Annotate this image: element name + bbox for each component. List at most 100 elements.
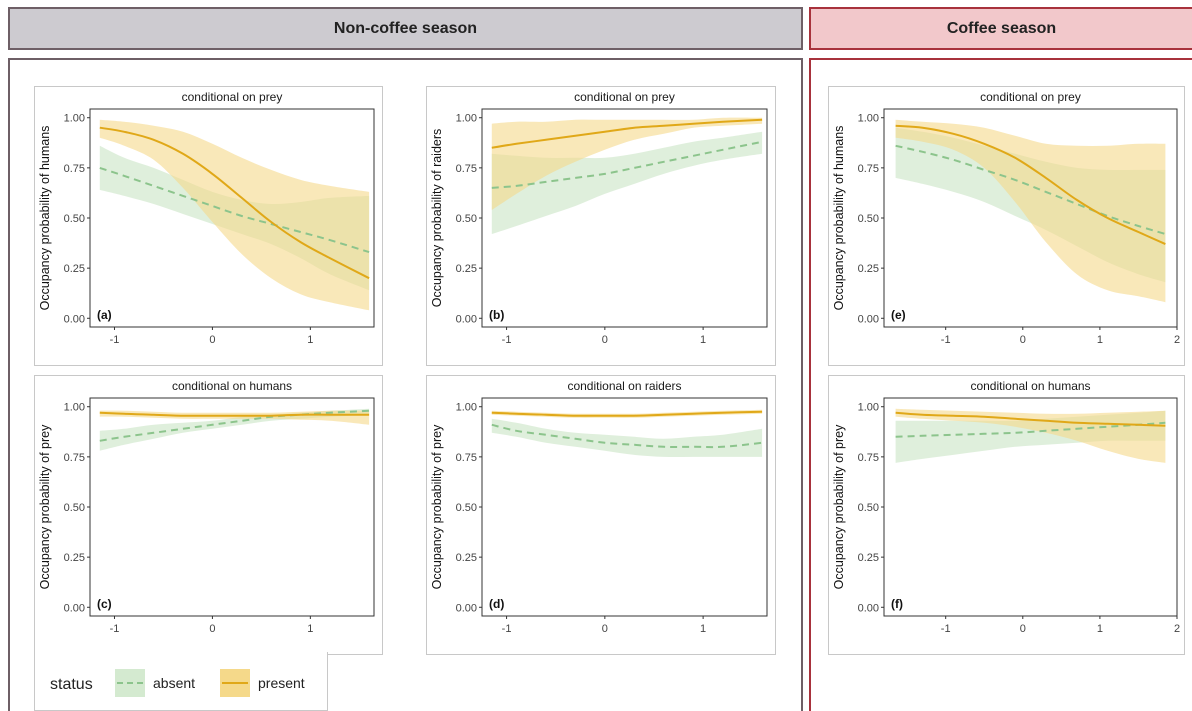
series-line-absent: [895, 144, 1166, 235]
chart-svg: conditional on humans Occupancy probabili…: [832, 379, 1180, 635]
x-tick-label: 0: [1020, 334, 1026, 346]
panel-tag: (a): [97, 308, 112, 322]
y-tick-label: 0.00: [64, 313, 85, 325]
series-line-absent: [99, 166, 370, 254]
series-line-absent: [491, 423, 763, 449]
chart-panel-c: conditional on humans Occupancy probabili…: [34, 375, 383, 655]
y-tick-label: 0.75: [64, 452, 85, 464]
legend-title: status: [50, 676, 93, 693]
x-tick-label: 1: [1097, 623, 1103, 635]
panel-tag: (b): [489, 308, 504, 322]
chart-title: conditional on humans: [172, 379, 292, 393]
y-tick-label: 0.25: [64, 263, 85, 275]
panel-tag: (e): [891, 308, 906, 322]
chart-svg: conditional on humans Occupancy probabili…: [38, 379, 375, 635]
y-tick-label: 1.00: [64, 402, 85, 414]
y-tick-label: 0.50: [858, 213, 879, 225]
y-tick-label: 0.50: [456, 502, 477, 514]
series-line-present: [99, 126, 370, 280]
legend-absent-label: absent: [153, 675, 195, 691]
y-axis-label: Occupancy probability of humans: [832, 126, 846, 311]
chart-svg: conditional on raiders Occupancy probabil…: [430, 379, 768, 635]
ci-band-present: [895, 119, 1166, 303]
x-tick-label: 1: [307, 623, 313, 635]
x-tick-label: 0: [1020, 623, 1026, 635]
y-tick-label: 0.00: [456, 602, 477, 614]
legend-svg: status absent present: [50, 669, 305, 697]
chart-title: conditional on raiders: [567, 379, 681, 393]
y-tick-label: 0.75: [64, 163, 85, 175]
x-tick-label: 2: [1174, 334, 1180, 346]
legend-present-label: present: [258, 675, 305, 691]
y-tick-label: 0.75: [858, 452, 879, 464]
y-axis-label: Occupancy probability of prey: [430, 424, 444, 589]
y-tick-label: 0.50: [858, 502, 879, 514]
y-tick-label: 0.25: [456, 552, 477, 564]
ci-band-absent: [491, 131, 763, 234]
panel-tag: (d): [489, 597, 504, 611]
y-tick-label: 0.25: [858, 263, 879, 275]
y-tick-label: 1.00: [456, 113, 477, 125]
y-tick-label: 0.75: [858, 163, 879, 175]
chart-panel-d: conditional on raiders Occupancy probabil…: [426, 375, 776, 655]
series-line-present: [491, 410, 763, 417]
chart-panel-e: conditional on prey Occupancy probability…: [828, 86, 1185, 366]
coffee-season-title: Coffee season: [946, 19, 1057, 37]
non-coffee-season-frame: [8, 58, 803, 711]
x-tick-label: -1: [502, 334, 512, 346]
y-tick-label: 0.25: [64, 552, 85, 564]
chart-title: conditional on prey: [182, 90, 283, 104]
ci-band-present: [895, 408, 1166, 463]
y-tick-label: 0.25: [456, 263, 477, 275]
ci-band-present: [99, 119, 370, 311]
y-tick-label: 0.75: [456, 452, 477, 464]
y-axis-label: Occupancy probability of raiders: [430, 129, 444, 308]
y-tick-label: 0.50: [64, 502, 85, 514]
chart-title: conditional on prey: [980, 90, 1081, 104]
y-axis-label: Occupancy probability of prey: [38, 424, 52, 589]
y-axis-label: Occupancy probability of humans: [38, 126, 52, 311]
non-coffee-season-header: Non-coffee season: [8, 7, 803, 50]
x-tick-label: -1: [941, 334, 951, 346]
x-tick-label: 0: [602, 334, 608, 346]
x-tick-label: 1: [700, 623, 706, 635]
chart-panel-b: conditional on prey Occupancy probability…: [426, 86, 776, 366]
x-tick-label: 2: [1174, 623, 1180, 635]
series-line-absent: [491, 140, 763, 189]
x-tick-label: -1: [110, 334, 120, 346]
x-tick-label: 0: [209, 623, 215, 635]
chart-panel-a: conditional on prey Occupancy probability…: [34, 86, 383, 366]
series-line-absent: [895, 421, 1166, 438]
coffee-season-header: Coffee season: [809, 7, 1192, 50]
y-tick-label: 0.00: [858, 313, 879, 325]
y-tick-label: 0.50: [456, 213, 477, 225]
series-line-present: [491, 118, 763, 149]
x-tick-label: 1: [700, 334, 706, 346]
y-tick-label: 0.50: [64, 213, 85, 225]
x-tick-label: -1: [502, 623, 512, 635]
y-tick-label: 1.00: [64, 113, 85, 125]
y-tick-label: 0.75: [456, 163, 477, 175]
series-line-present: [99, 411, 370, 417]
chart-title: conditional on humans: [970, 379, 1090, 393]
y-tick-label: 1.00: [456, 402, 477, 414]
y-tick-label: 1.00: [858, 113, 879, 125]
y-tick-label: 0.25: [858, 552, 879, 564]
y-tick-label: 0.00: [64, 602, 85, 614]
coffee-season-frame: [809, 58, 1192, 711]
x-tick-label: 0: [602, 623, 608, 635]
panel-tag: (c): [97, 597, 112, 611]
y-tick-label: 0.00: [456, 313, 477, 325]
chart-svg: conditional on prey Occupancy probability…: [38, 90, 375, 346]
chart-panel-f: conditional on humans Occupancy probabili…: [828, 375, 1185, 655]
panel-tag: (f): [891, 597, 903, 611]
y-tick-label: 0.00: [858, 602, 879, 614]
chart-title: conditional on prey: [574, 90, 675, 104]
chart-svg: conditional on prey Occupancy probability…: [430, 90, 768, 346]
series-line-present: [895, 124, 1166, 246]
x-tick-label: -1: [110, 623, 120, 635]
non-coffee-season-title: Non-coffee season: [333, 19, 478, 37]
x-tick-label: 0: [209, 334, 215, 346]
chart-svg: conditional on prey Occupancy probability…: [832, 90, 1180, 346]
x-tick-label: 1: [1097, 334, 1103, 346]
